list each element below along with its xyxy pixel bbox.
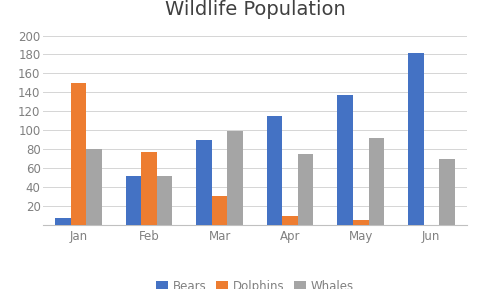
Bar: [368, 138, 383, 225]
Bar: [86, 149, 102, 225]
Bar: [196, 140, 212, 225]
Bar: [297, 154, 313, 225]
Bar: [266, 116, 282, 225]
Bar: [71, 83, 86, 225]
Bar: [156, 176, 172, 225]
Bar: [227, 131, 242, 225]
Bar: [337, 95, 352, 225]
Bar: [282, 216, 297, 225]
Bar: [352, 220, 368, 225]
Bar: [438, 159, 454, 225]
Bar: [141, 152, 156, 225]
Bar: [55, 218, 71, 225]
Bar: [126, 176, 141, 225]
Title: Wildlife Population: Wildlife Population: [164, 0, 345, 19]
Legend: Bears, Dolphins, Whales: Bears, Dolphins, Whales: [151, 275, 358, 289]
Bar: [407, 53, 423, 225]
Bar: [212, 196, 227, 225]
